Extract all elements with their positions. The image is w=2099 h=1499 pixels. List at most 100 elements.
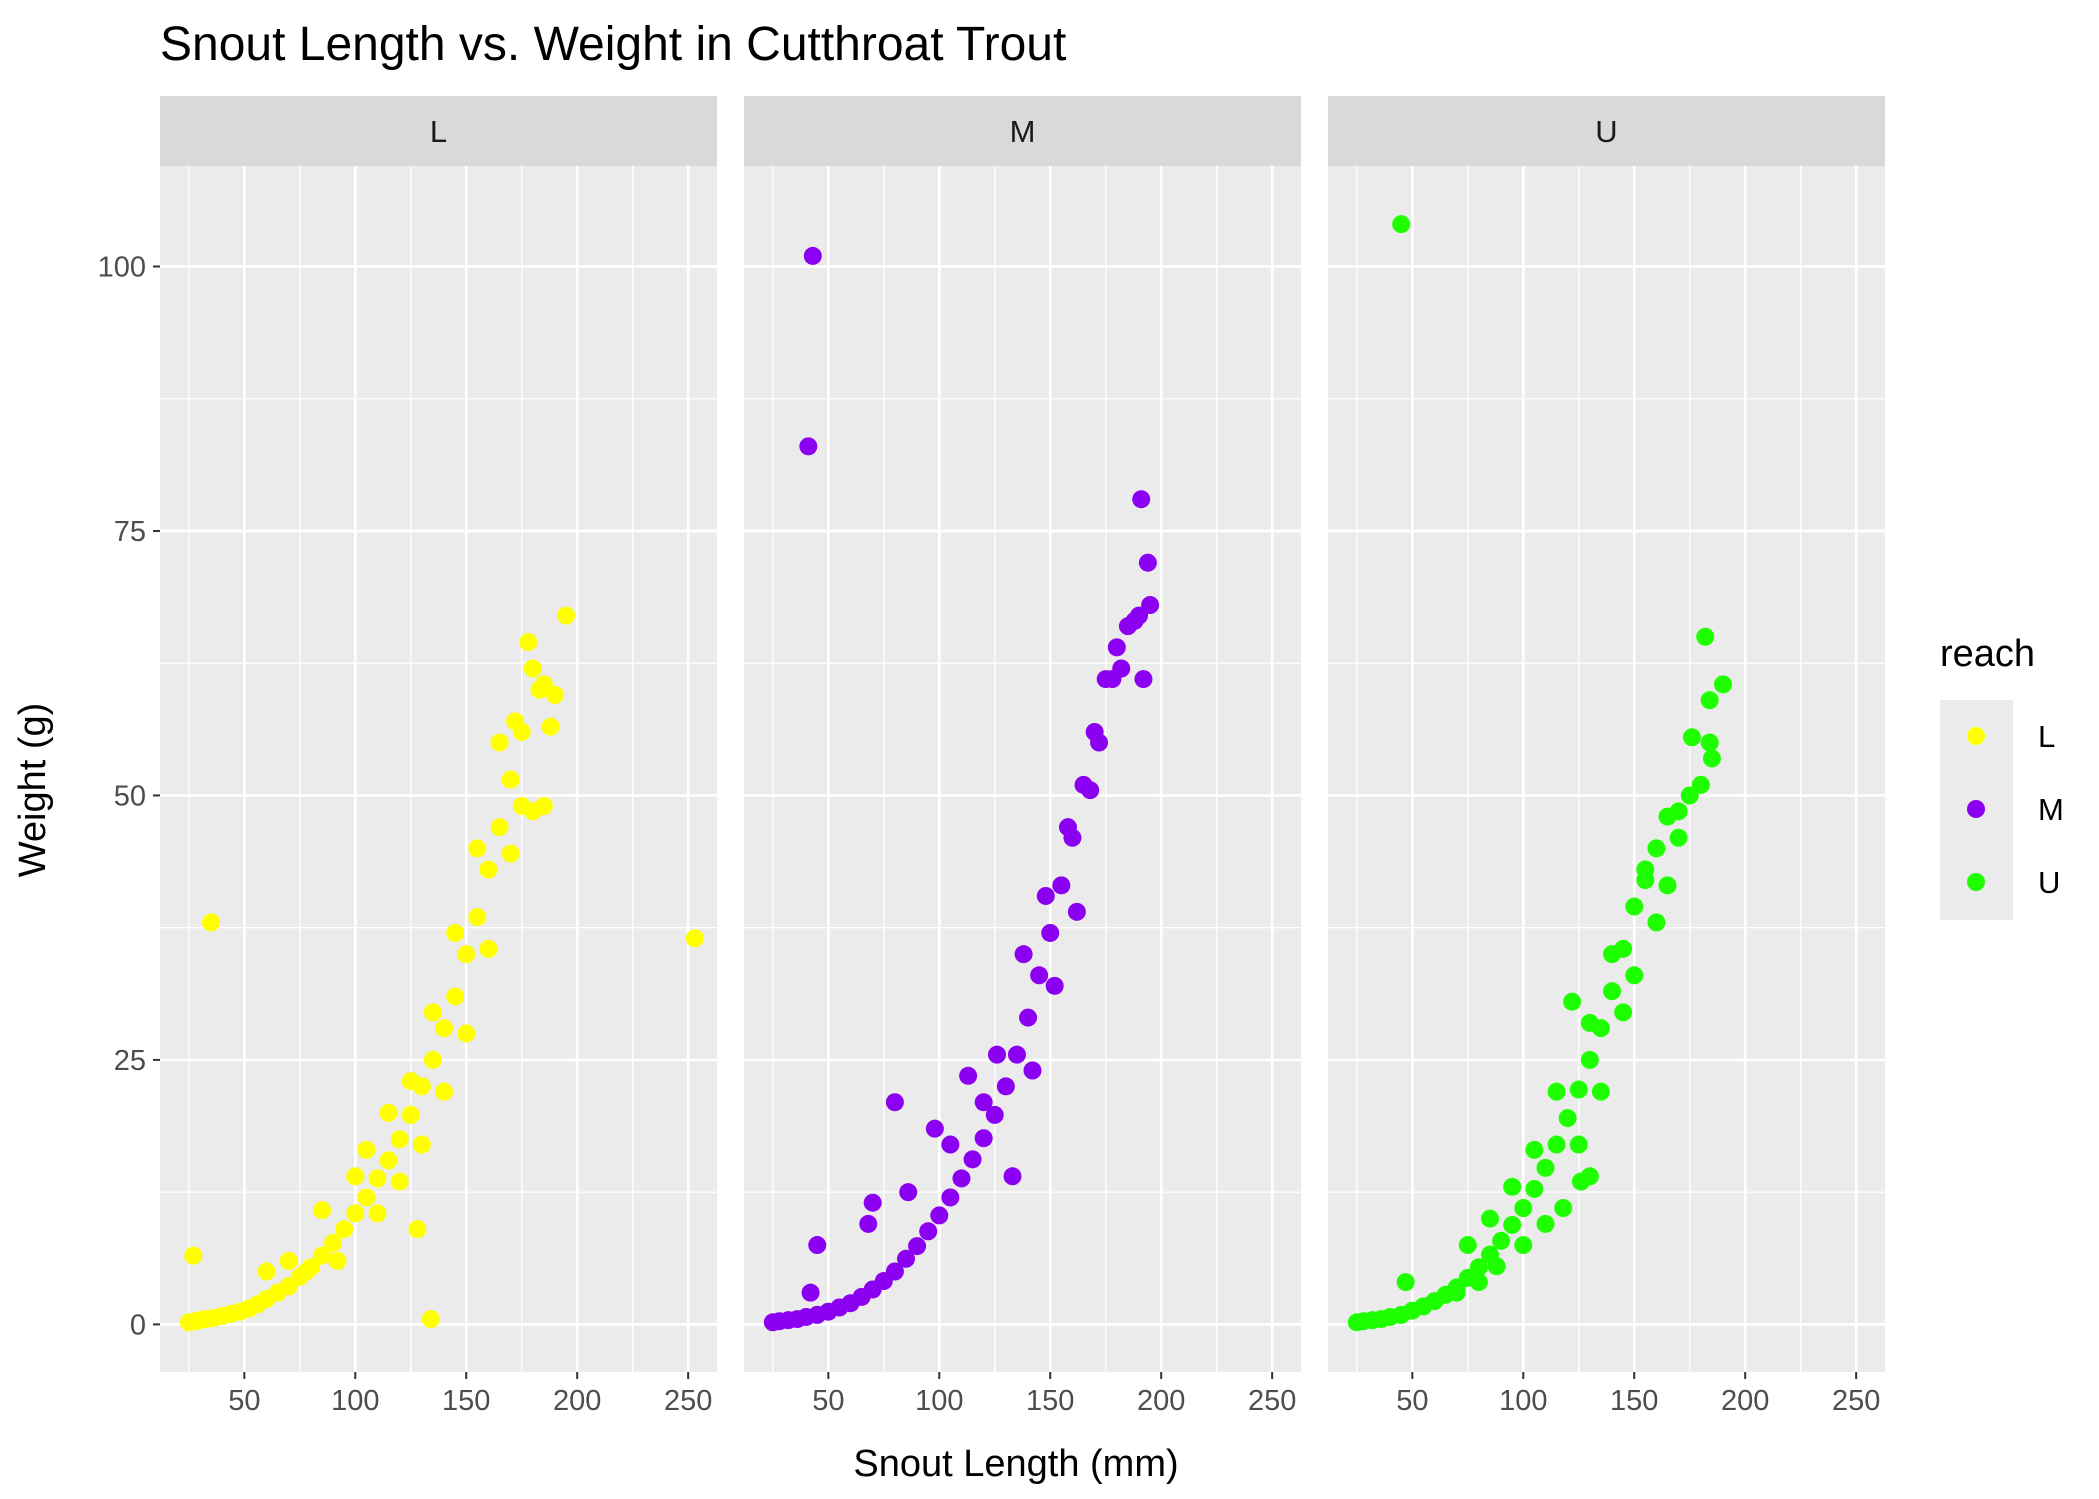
x-tick-label: 150	[442, 1385, 490, 1417]
data-point-l	[401, 1105, 420, 1124]
data-point-u	[1625, 897, 1644, 916]
data-point-u	[1447, 1283, 1466, 1302]
data-point-l	[312, 1201, 331, 1220]
data-point-m	[1052, 876, 1071, 895]
legend-entries: L M U	[1967, 719, 2064, 900]
data-point-l	[421, 1310, 440, 1329]
data-point-m	[925, 1119, 944, 1138]
data-point-u	[1580, 1167, 1599, 1186]
legend-label-u: U	[2038, 865, 2060, 900]
legend-label-l: L	[2038, 719, 2055, 754]
panel-background	[1328, 166, 1885, 1372]
data-point-l	[408, 1220, 427, 1239]
data-point-m	[1141, 596, 1160, 615]
x-tick-label: 200	[1137, 1385, 1185, 1417]
data-point-u	[1503, 1177, 1522, 1196]
facet-panel-m: M 50 100 150 200 250	[744, 96, 1301, 1417]
data-point-l	[506, 712, 525, 731]
data-point-m	[885, 1093, 904, 1112]
data-point-u	[1547, 1082, 1566, 1101]
data-point-u	[1580, 1013, 1599, 1032]
data-point-u	[1569, 1135, 1588, 1154]
data-point-u	[1647, 839, 1666, 858]
data-point-l	[335, 1220, 354, 1239]
legend-label-m: M	[2038, 792, 2064, 827]
data-point-m	[996, 1077, 1015, 1096]
data-point-u	[1458, 1236, 1477, 1255]
data-point-m	[1019, 1008, 1038, 1027]
x-tick-label: 100	[915, 1385, 963, 1417]
data-point-u	[1554, 1199, 1573, 1218]
data-point-u	[1525, 1179, 1544, 1198]
data-point-u	[1669, 802, 1688, 821]
data-point-l	[346, 1167, 365, 1186]
data-point-m	[1134, 670, 1153, 689]
data-point-m	[985, 1105, 1004, 1124]
data-point-m	[801, 1283, 820, 1302]
data-point-l	[279, 1251, 298, 1270]
data-point-l	[490, 733, 509, 752]
x-tick-label: 250	[664, 1385, 712, 1417]
data-point-m	[1090, 733, 1109, 752]
data-point-m	[1107, 638, 1126, 657]
data-point-u	[1614, 1003, 1633, 1022]
data-point-u	[1591, 1082, 1610, 1101]
data-point-l	[368, 1169, 387, 1188]
data-point-l	[297, 1262, 316, 1281]
data-point-l	[202, 913, 221, 932]
x-tick-label: 150	[1610, 1385, 1658, 1417]
facet-strip-label: L	[430, 114, 447, 149]
data-point-u	[1525, 1140, 1544, 1159]
data-point-u	[1503, 1215, 1522, 1234]
y-tick-label: 50	[114, 780, 146, 812]
data-point-l	[346, 1204, 365, 1223]
facet-panel-l: L 50 100 150 200 250 0 25 50 75 100	[98, 96, 717, 1417]
x-tick-label: 250	[1248, 1385, 1296, 1417]
data-point-u	[1682, 728, 1701, 747]
data-point-l	[401, 1072, 420, 1091]
data-point-l	[468, 908, 487, 927]
data-point-l	[446, 923, 465, 942]
data-point-u	[1647, 913, 1666, 932]
facet-strip	[1328, 96, 1885, 166]
data-point-u	[1669, 828, 1688, 847]
data-point-l	[184, 1246, 203, 1265]
data-point-u	[1536, 1158, 1555, 1177]
data-point-l	[534, 797, 553, 816]
data-point-l	[435, 1019, 454, 1038]
facet-strip	[744, 96, 1301, 166]
data-point-u	[1696, 627, 1715, 646]
data-point-l	[530, 680, 549, 699]
data-point-u	[1603, 982, 1622, 1001]
data-point-m	[974, 1129, 993, 1148]
data-point-m	[1058, 818, 1077, 837]
x-axis-title: Snout Length (mm)	[853, 1443, 1178, 1485]
x-tick-label: 200	[553, 1385, 601, 1417]
data-point-u	[1492, 1231, 1511, 1250]
data-point-u	[1480, 1209, 1499, 1228]
legend-key-l	[1967, 727, 1985, 745]
data-point-l	[546, 685, 565, 704]
data-point-m	[941, 1188, 960, 1207]
facet-strip-label: U	[1595, 114, 1617, 149]
data-point-l	[423, 1050, 442, 1069]
data-point-m	[908, 1237, 927, 1256]
x-tick-label: 50	[1396, 1385, 1428, 1417]
x-tick-label: 50	[812, 1385, 844, 1417]
y-tick-label: 25	[114, 1045, 146, 1077]
data-point-m	[899, 1183, 918, 1202]
data-point-l	[357, 1140, 376, 1159]
data-point-l	[368, 1204, 387, 1223]
data-point-m	[919, 1222, 938, 1241]
data-point-m	[1067, 902, 1086, 921]
legend: reach L M U	[1940, 633, 2064, 920]
data-point-l	[357, 1188, 376, 1207]
x-tick-label: 200	[1721, 1385, 1769, 1417]
data-point-m	[885, 1262, 904, 1281]
data-point-l	[501, 844, 520, 863]
data-point-l	[390, 1172, 409, 1191]
data-point-m	[803, 246, 822, 265]
facet-panels: L 50 100 150 200 250 0 25 50 75 100 M 50 100 150 200 250…	[98, 96, 1885, 1417]
data-point-l	[557, 606, 576, 625]
data-point-l	[423, 1003, 442, 1022]
